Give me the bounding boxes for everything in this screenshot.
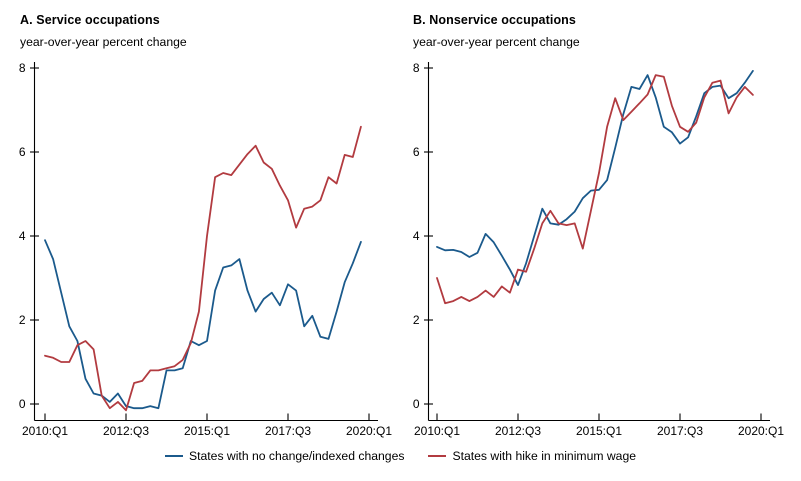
svg-text:2015:Q1: 2015:Q1 bbox=[184, 424, 230, 438]
svg-text:2012:Q3: 2012:Q3 bbox=[103, 424, 149, 438]
panel-a-plot: 0 2 4 6 8 2010:Q1 2012:Q3 2015:Q1 2017:Q3 2020:Q1 bbox=[19, 61, 393, 438]
svg-text:4: 4 bbox=[413, 229, 420, 243]
svg-text:4: 4 bbox=[19, 229, 26, 243]
svg-text:0: 0 bbox=[19, 397, 26, 411]
svg-text:2020:Q1: 2020:Q1 bbox=[346, 424, 392, 438]
svg-text:2017:Q3: 2017:Q3 bbox=[657, 424, 703, 438]
line-chart-canvas: 0 2 4 6 8 2010:Q1 2012:Q3 2015:Q1 2017:Q3 2020:Q1… bbox=[19, 61, 785, 438]
svg-text:2020:Q1: 2020:Q1 bbox=[738, 424, 784, 438]
svg-text:2: 2 bbox=[19, 313, 26, 327]
legend-line-swatch-blue bbox=[164, 454, 183, 458]
legend-item-hike: States with hike in minimum wage bbox=[428, 449, 636, 463]
svg-text:2010:Q1: 2010:Q1 bbox=[414, 424, 460, 438]
legend: States with no change/indexed changes St… bbox=[0, 449, 801, 463]
svg-text:8: 8 bbox=[19, 61, 26, 75]
panel-b-subtitle: year-over-year percent change bbox=[413, 35, 580, 49]
legend-label-hike: States with hike in minimum wage bbox=[452, 449, 637, 463]
svg-text:2012:Q3: 2012:Q3 bbox=[495, 424, 541, 438]
panel-b-plot: 0 2 4 6 8 2010:Q1 2012:Q3 2015:Q1 2017:Q3 2020:Q1 bbox=[413, 61, 785, 438]
panel-b-title: B. Nonservice occupations bbox=[413, 13, 576, 27]
legend-item-no-change: States with no change/indexed changes bbox=[164, 449, 405, 463]
svg-text:2017:Q3: 2017:Q3 bbox=[265, 424, 311, 438]
svg-text:6: 6 bbox=[413, 145, 420, 159]
svg-text:6: 6 bbox=[19, 145, 26, 159]
svg-text:2015:Q1: 2015:Q1 bbox=[576, 424, 622, 438]
panel-a-title: A. Service occupations bbox=[20, 13, 160, 27]
legend-label-no-change: States with no change/indexed changes bbox=[188, 449, 405, 463]
legend-line-swatch-red bbox=[428, 454, 447, 458]
svg-text:2: 2 bbox=[413, 313, 420, 327]
svg-text:8: 8 bbox=[413, 61, 420, 75]
svg-text:0: 0 bbox=[413, 397, 420, 411]
svg-text:2010:Q1: 2010:Q1 bbox=[22, 424, 68, 438]
panel-a-subtitle: year-over-year percent change bbox=[20, 35, 187, 49]
